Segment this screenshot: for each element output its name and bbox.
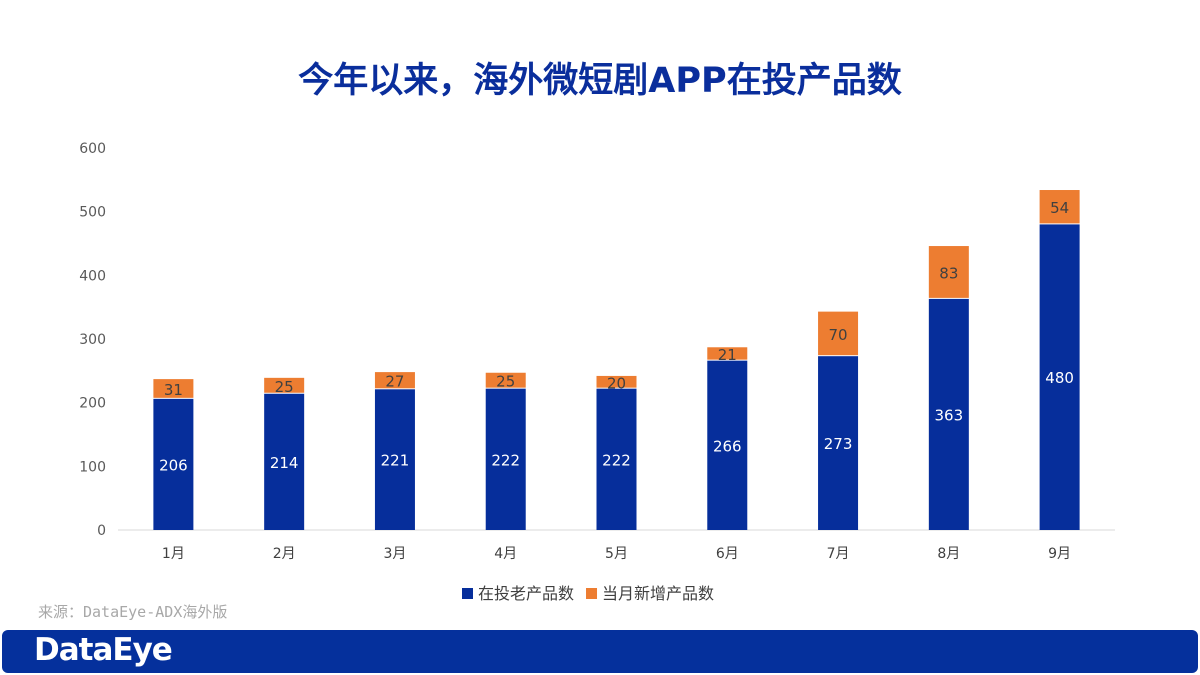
y-tick-label: 600 <box>79 141 106 157</box>
x-tick-label: 6月 <box>716 546 739 562</box>
y-tick-label: 200 <box>79 396 106 412</box>
legend-label: 当月新增产品数 <box>602 584 714 603</box>
data-label-old: 480 <box>1045 369 1074 387</box>
x-tick-label: 9月 <box>1048 546 1071 562</box>
y-tick-label: 100 <box>79 459 106 475</box>
bar-new <box>153 379 194 398</box>
bar-old <box>264 393 305 530</box>
data-label-old: 221 <box>381 452 410 470</box>
x-tick-label: 3月 <box>383 546 406 562</box>
data-label-new: 54 <box>1050 199 1069 217</box>
data-label-new: 21 <box>718 346 737 364</box>
legend-swatch <box>462 588 473 599</box>
bar-new <box>1039 190 1080 224</box>
data-label-new: 83 <box>939 264 958 282</box>
data-label-old: 266 <box>713 437 742 455</box>
x-tick-label: 2月 <box>273 546 296 562</box>
bar-old <box>818 356 859 530</box>
bar-new <box>374 372 415 389</box>
bar-new <box>707 347 748 360</box>
data-label-old: 214 <box>270 454 299 472</box>
x-tick-label: 1月 <box>162 546 185 562</box>
bar-new <box>485 372 526 388</box>
data-label-old: 222 <box>491 451 520 469</box>
data-label-new: 70 <box>829 326 848 344</box>
data-label-old: 206 <box>159 456 188 474</box>
data-label-new: 27 <box>385 373 404 391</box>
bar-old <box>1039 224 1080 530</box>
data-label-new: 20 <box>607 374 626 392</box>
data-label-old: 363 <box>935 406 964 424</box>
x-tick-label: 5月 <box>605 546 628 562</box>
legend-swatch <box>586 588 598 599</box>
x-tick-label: 7月 <box>827 546 850 562</box>
bar-new <box>928 246 969 298</box>
stacked-bar-chart: 0 100 200 300 400 500 600 206 31 1月 214 25 2月 221 27 3月… <box>79 141 1115 603</box>
data-label-old: 222 <box>602 451 631 469</box>
bar-old <box>153 398 194 530</box>
footer-bar: DataEye <box>2 630 1198 673</box>
bar-new <box>818 311 859 356</box>
y-tick-label: 300 <box>79 332 106 348</box>
bar-new <box>264 377 305 393</box>
data-label-new: 31 <box>164 381 183 399</box>
data-label-old: 273 <box>824 435 853 453</box>
dataeye-logo: DataEye <box>34 632 173 668</box>
y-tick-label: 500 <box>79 205 106 221</box>
bar-old <box>928 298 969 530</box>
bar-old <box>374 389 415 530</box>
x-tick-label: 8月 <box>937 546 960 562</box>
data-label-new: 25 <box>496 373 515 391</box>
y-tick-label: 0 <box>97 523 106 539</box>
x-tick-label: 4月 <box>494 546 517 562</box>
bar-old <box>485 388 526 530</box>
legend-label: 在投老产品数 <box>478 584 574 603</box>
source-note: 来源：DataEye-ADX海外版 <box>38 603 228 621</box>
y-tick-label: 400 <box>79 268 106 284</box>
bar-old <box>596 388 637 530</box>
data-label-new: 25 <box>275 378 294 396</box>
bar-old <box>707 360 748 530</box>
bar-new <box>596 375 637 388</box>
chart-title: 今年以来，海外微短剧APP在投产品数 <box>298 61 902 101</box>
